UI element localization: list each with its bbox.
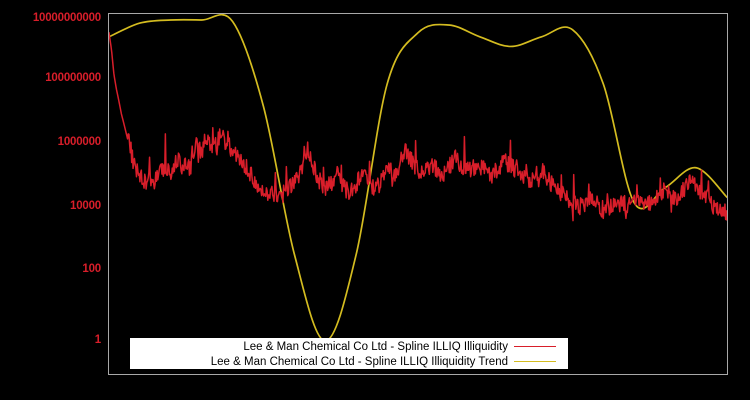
series-canvas: [109, 14, 727, 342]
legend: Lee & Man Chemical Co Ltd - Spline ILLIQ…: [130, 338, 568, 369]
y-axis-tick-label: 10000: [70, 200, 101, 212]
y-axis-tick-label: 100: [82, 263, 101, 275]
y-axis-tick-label: 100000000: [45, 72, 101, 84]
plot-area: [108, 13, 728, 375]
legend-color-swatch-illiquidity: [514, 346, 556, 347]
y-axis-tick-label: 1: [94, 334, 101, 346]
legend-color-swatch-trend: [514, 361, 556, 362]
legend-label: Lee & Man Chemical Co Ltd - Spline ILLIQ…: [243, 340, 508, 353]
y-axis-tick-label: 1000000: [57, 136, 102, 148]
trend-line-series: [109, 14, 727, 342]
legend-entry: Lee & Man Chemical Co Ltd - Spline ILLIQ…: [130, 354, 568, 369]
illiquidity-line-series: [109, 32, 727, 222]
y-axis-tick-label: 10000000000: [32, 12, 101, 24]
legend-entry: Lee & Man Chemical Co Ltd - Spline ILLIQ…: [130, 339, 568, 354]
legend-label: Lee & Man Chemical Co Ltd - Spline ILLIQ…: [210, 355, 508, 368]
